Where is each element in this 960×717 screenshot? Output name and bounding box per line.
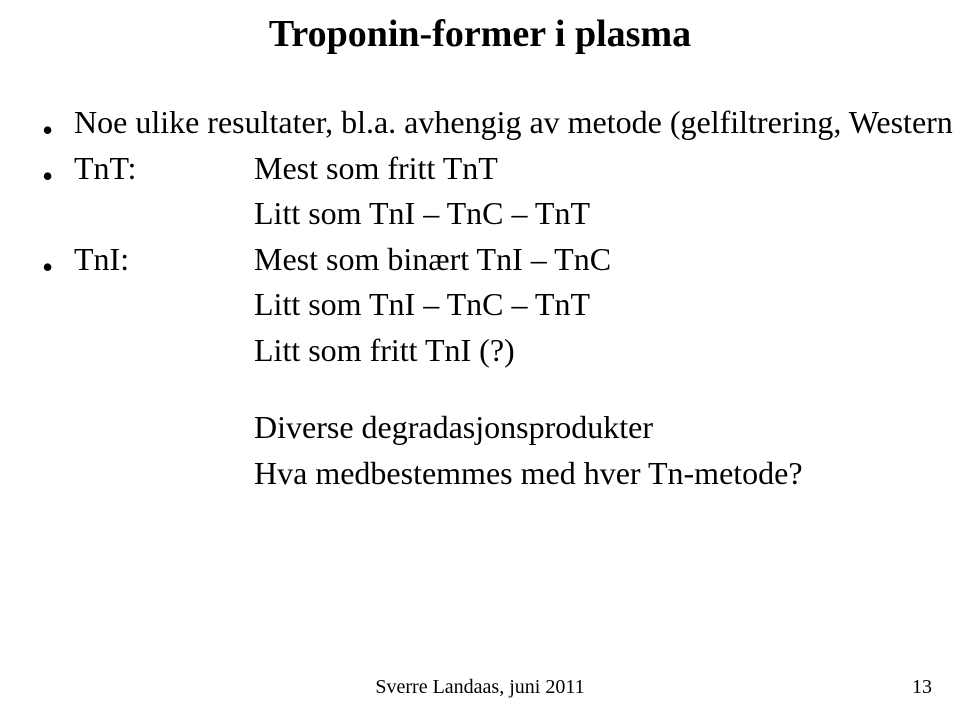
bullet-line: Litt som TnI – TnC – TnT bbox=[254, 191, 590, 236]
page-number: 13 bbox=[912, 676, 932, 699]
bullet-item: • Noe ulike resultater, bl.a. avhengig a… bbox=[36, 100, 924, 146]
spacer bbox=[36, 373, 924, 405]
bullet-line: Litt som TnI – TnC – TnT bbox=[254, 282, 611, 327]
bullet-label: TnT: bbox=[74, 146, 254, 191]
extra-line: Diverse degradasjonsprodukter bbox=[254, 405, 803, 450]
bullet-icon: • bbox=[36, 237, 74, 283]
bullet-line: Mest som fritt TnT bbox=[254, 146, 590, 191]
slide-title: Troponin-former i plasma bbox=[0, 12, 960, 56]
bullet-icon: • bbox=[36, 146, 74, 192]
extra-body: Diverse degradasjonsprodukter Hva medbes… bbox=[254, 405, 803, 496]
bullet-item: • TnI: Mest som binært TnI – TnC Litt so… bbox=[36, 237, 924, 373]
slide-body: • Noe ulike resultater, bl.a. avhengig a… bbox=[36, 100, 924, 496]
footer-text: Sverre Landaas, juni 2011 bbox=[0, 676, 960, 699]
slide: Troponin-former i plasma • Noe ulike res… bbox=[0, 0, 960, 717]
bullet-label: TnI: bbox=[74, 237, 254, 282]
spacer bbox=[36, 405, 74, 419]
bullet-icon: • bbox=[36, 100, 74, 146]
extra-line: Hva medbestemmes med hver Tn-metode? bbox=[254, 451, 803, 496]
bullet-text: Noe ulike resultater, bl.a. avhengig av … bbox=[74, 100, 960, 145]
bullet-line: Litt som fritt TnI (?) bbox=[254, 328, 611, 373]
bullet-line: Mest som binært TnI – TnC bbox=[254, 237, 611, 282]
bullet-item: • TnT: Mest som fritt TnT Litt som TnI –… bbox=[36, 146, 924, 237]
extra-line-row: Diverse degradasjonsprodukter Hva medbes… bbox=[36, 405, 924, 496]
bullet-body: Mest som binært TnI – TnC Litt som TnI –… bbox=[254, 237, 611, 373]
bullet-body: Mest som fritt TnT Litt som TnI – TnC – … bbox=[254, 146, 590, 237]
